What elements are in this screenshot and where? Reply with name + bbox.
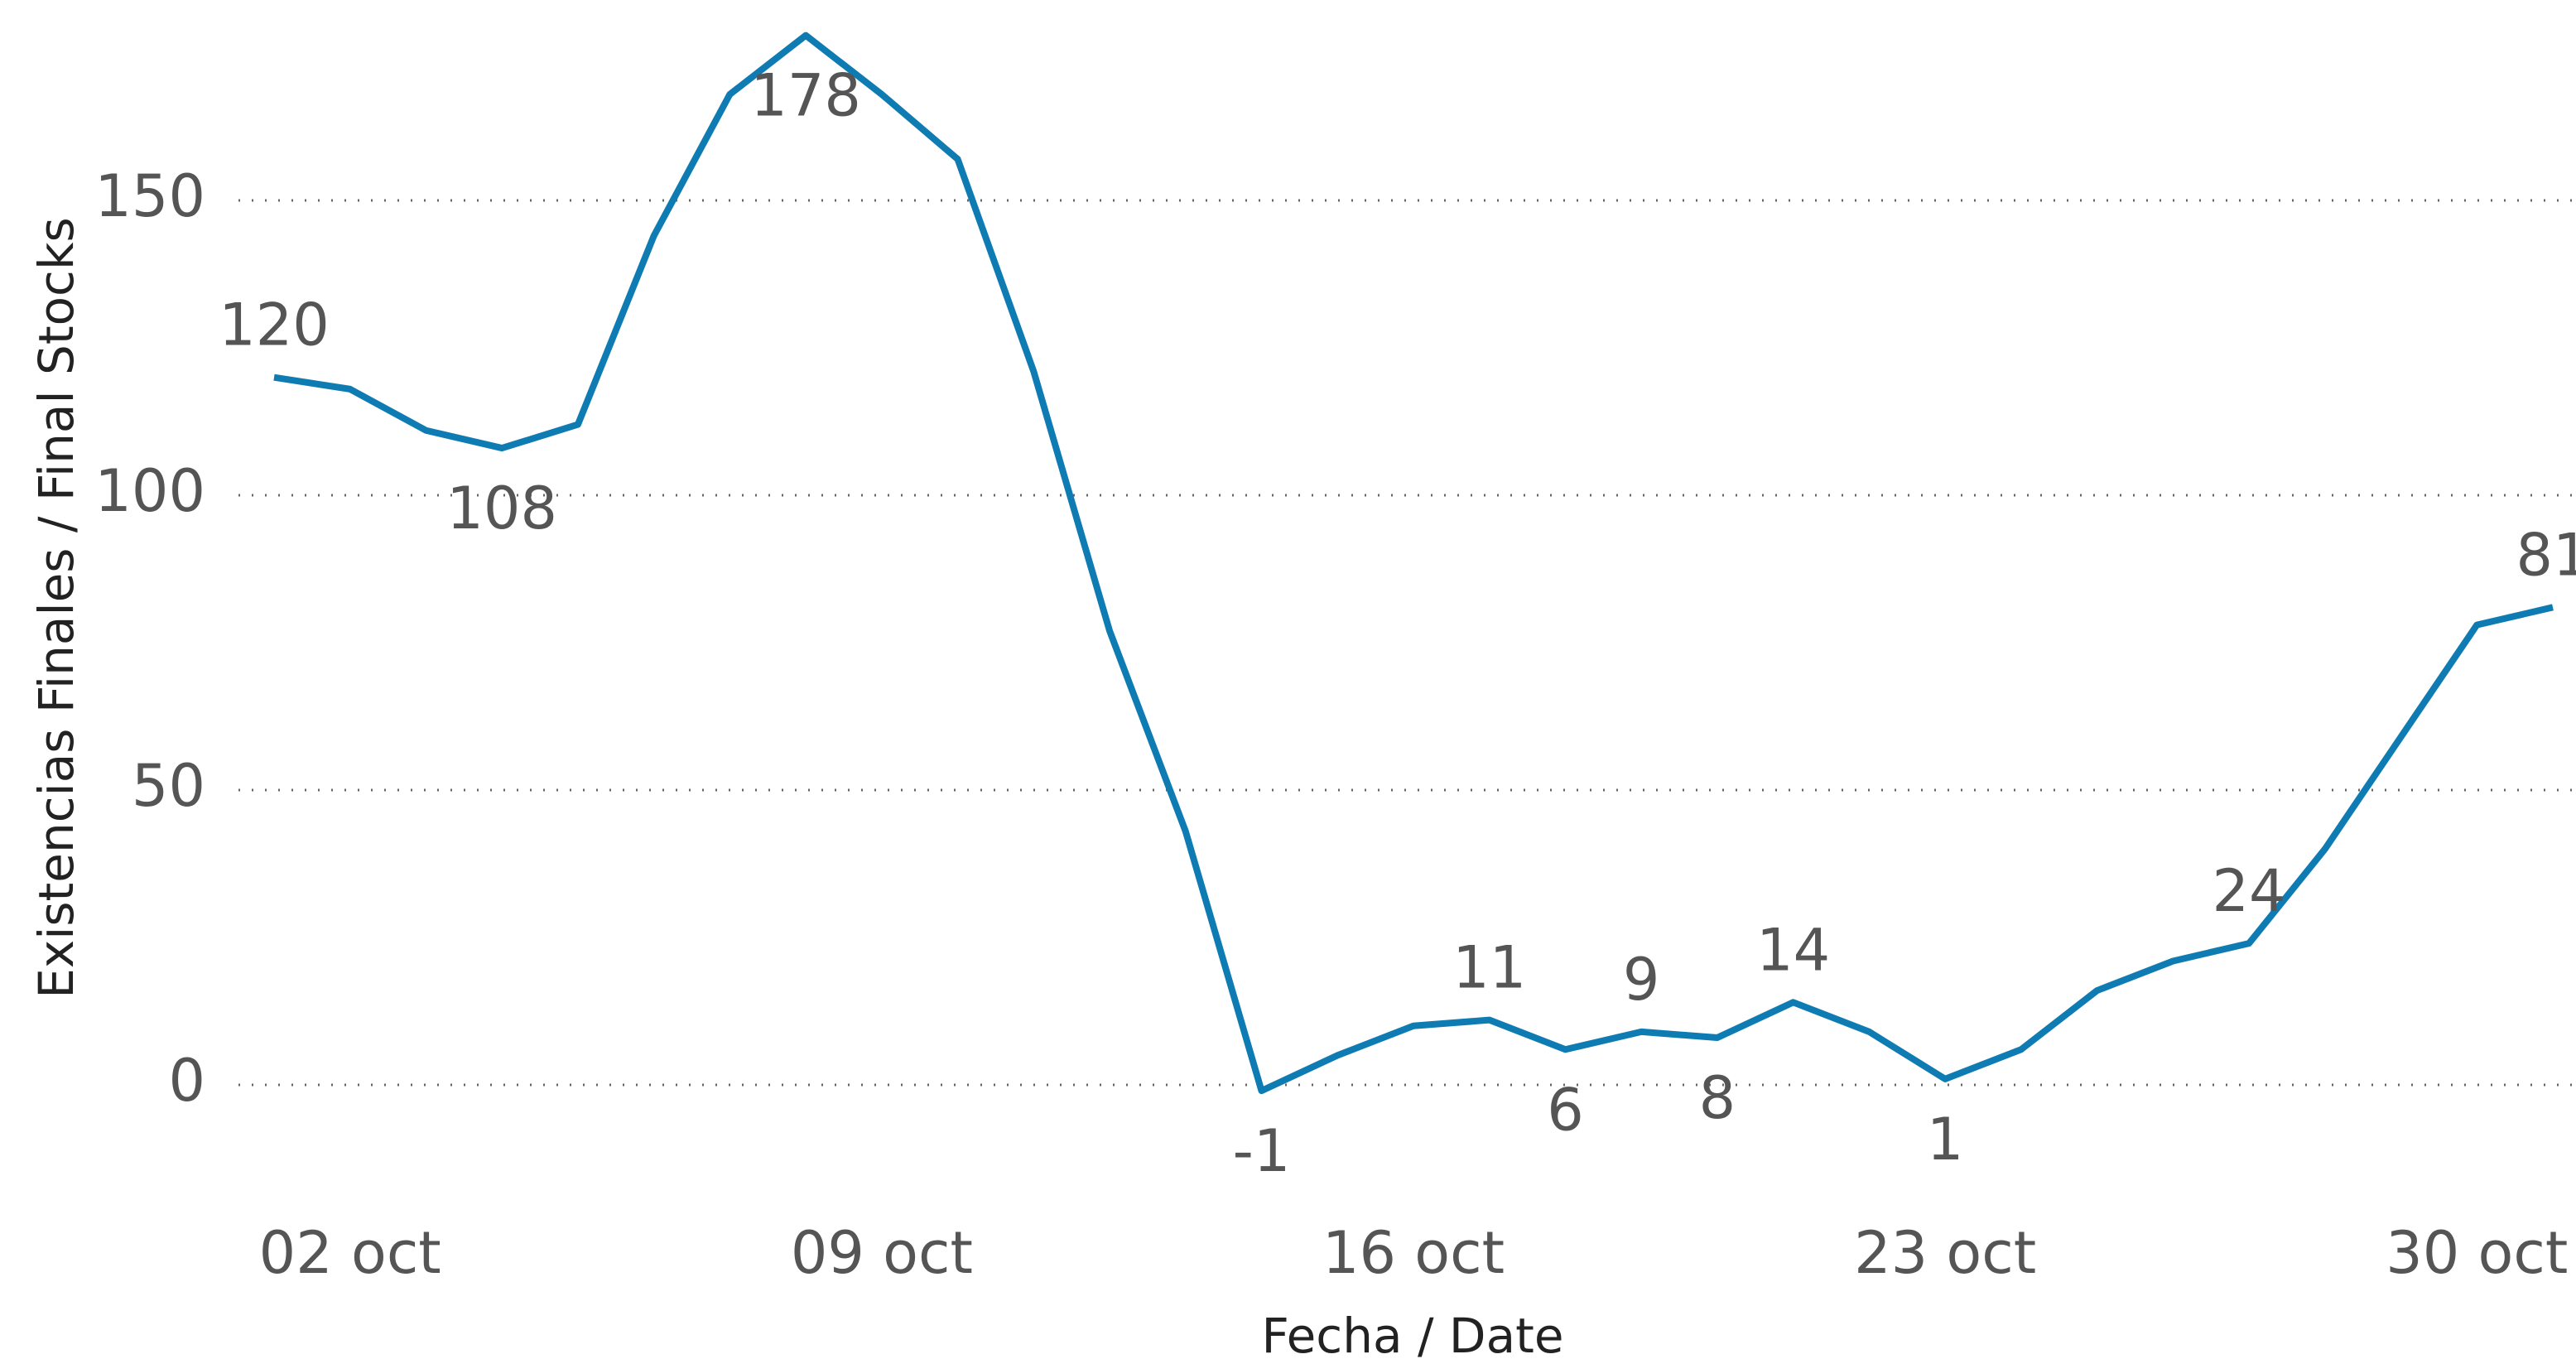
data-label: 14 (1756, 916, 1830, 984)
data-label: -1 (1233, 1117, 1291, 1185)
data-label: 178 (750, 62, 861, 130)
y-tick-label: 50 (132, 752, 205, 820)
x-axis-title: Fecha / Date (1261, 1308, 1563, 1359)
data-label: 108 (446, 475, 557, 542)
x-tick-label: 23 oct (1854, 1219, 2036, 1287)
data-label: 1 (1927, 1106, 1964, 1173)
data-label: 6 (1547, 1076, 1584, 1144)
data-label: 8 (1699, 1064, 1736, 1132)
data-label: 81 (2516, 521, 2576, 589)
y-axis-title: Existencias Finales / Final Stocks (28, 217, 84, 999)
y-tick-label: 0 (168, 1047, 205, 1115)
x-tick-label: 02 oct (259, 1219, 441, 1287)
data-label: 11 (1452, 934, 1526, 1002)
data-label: 9 (1623, 946, 1660, 1014)
line (273, 31, 2554, 1095)
data-label: 24 (2212, 857, 2286, 925)
y-tick-label: 100 (94, 457, 205, 525)
x-tick-label: 16 oct (1322, 1219, 1505, 1287)
y-tick-label: 150 (94, 162, 205, 230)
data-label: 120 (219, 292, 330, 359)
x-tick-label: 09 oct (791, 1219, 973, 1287)
x-tick-label: 30 oct (2386, 1219, 2568, 1287)
